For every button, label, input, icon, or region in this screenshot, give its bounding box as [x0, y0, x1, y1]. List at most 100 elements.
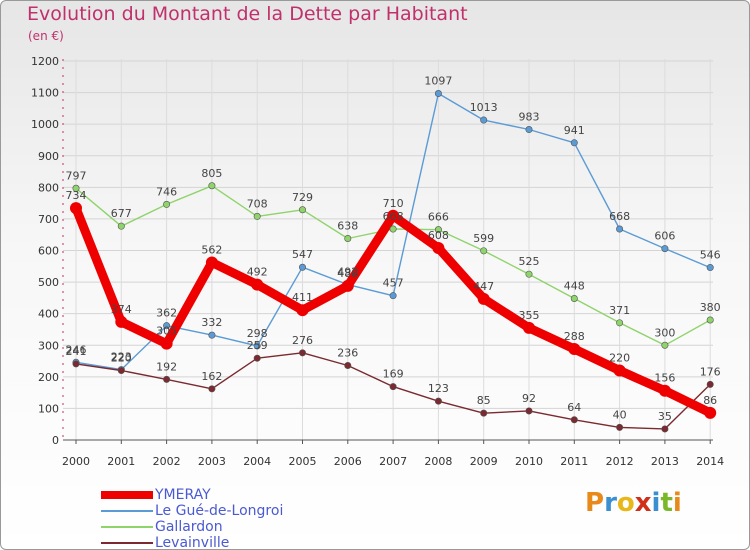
- y-tick-label: 800: [38, 181, 59, 194]
- data-label: 276: [292, 334, 313, 347]
- data-point: [704, 406, 717, 419]
- data-label: 599: [473, 232, 494, 245]
- data-label: 223: [111, 351, 132, 364]
- data-label: 797: [66, 169, 87, 182]
- data-label: 332: [201, 316, 222, 329]
- x-tick-label: 2004: [243, 455, 271, 468]
- legend-label: Gallardon: [155, 519, 223, 535]
- data-point: [387, 209, 400, 222]
- data-point: [72, 360, 80, 368]
- data-point: [163, 322, 171, 330]
- data-label: 362: [156, 307, 177, 320]
- data-label: 35: [658, 410, 672, 423]
- data-label: 525: [519, 255, 540, 268]
- data-point: [616, 319, 624, 327]
- data-label: 492: [247, 266, 268, 279]
- data-label: 380: [700, 301, 721, 314]
- data-point: [434, 226, 442, 234]
- data-point: [298, 263, 306, 271]
- y-tick-label: 700: [38, 213, 59, 226]
- data-label: 638: [337, 219, 358, 232]
- x-tick-label: 2013: [651, 455, 679, 468]
- logo-letter: x: [634, 488, 652, 518]
- data-point: [117, 222, 125, 230]
- data-point: [298, 206, 306, 214]
- data-label: 457: [383, 277, 404, 290]
- y-tick-label: 600: [38, 245, 59, 258]
- data-label: 546: [700, 249, 721, 262]
- data-point: [115, 315, 128, 328]
- legend-label: YMERAY: [155, 487, 211, 503]
- data-point: [480, 247, 488, 255]
- data-label: 708: [247, 197, 268, 210]
- y-tick-label: 0: [52, 434, 59, 447]
- data-label: 710: [383, 197, 404, 210]
- data-label: 668: [383, 210, 404, 223]
- data-label: 547: [292, 248, 313, 261]
- data-label: 220: [111, 352, 132, 365]
- data-label: 355: [519, 309, 540, 322]
- legend-label: Levainville: [155, 535, 230, 550]
- data-point: [298, 349, 306, 357]
- axes: [62, 59, 713, 444]
- data-point: [525, 270, 533, 278]
- data-point: [208, 385, 216, 393]
- data-label: 447: [473, 280, 494, 293]
- series-points: [70, 90, 717, 433]
- data-label: 411: [292, 291, 313, 304]
- data-label: 192: [156, 360, 177, 373]
- data-point: [208, 182, 216, 190]
- data-point: [389, 383, 397, 391]
- data-label: 85: [477, 394, 491, 407]
- data-point: [70, 202, 82, 215]
- legend-swatch: [101, 491, 153, 499]
- data-point: [523, 321, 535, 334]
- data-label: 64: [567, 401, 581, 414]
- data-label: 983: [519, 111, 540, 124]
- data-point: [344, 361, 352, 369]
- legend-label: Le Gué-de-Longroi: [155, 503, 284, 519]
- data-point: [706, 316, 714, 324]
- data-point: [616, 225, 624, 233]
- x-tick-label: 2014: [696, 455, 724, 468]
- data-point: [570, 295, 578, 303]
- data-label: 300: [654, 326, 675, 339]
- x-tick-label: 2009: [470, 455, 498, 468]
- logo-letter: i: [651, 488, 661, 518]
- x-tick-label: 2012: [606, 455, 634, 468]
- legend-swatch: [101, 510, 153, 512]
- data-label: 666: [428, 211, 449, 224]
- data-point: [613, 364, 626, 377]
- data-label: 734: [66, 189, 87, 202]
- data-point: [661, 245, 669, 253]
- logo-letter: t: [660, 488, 673, 518]
- y-tick-label: 300: [38, 339, 59, 352]
- data-point: [208, 331, 216, 339]
- data-point: [480, 116, 488, 124]
- x-tick-label: 2007: [379, 455, 407, 468]
- data-label: 805: [201, 167, 222, 180]
- data-point: [568, 343, 581, 356]
- data-label: 941: [564, 124, 585, 137]
- y-tick-label: 1100: [31, 87, 59, 100]
- data-label: 371: [609, 304, 630, 317]
- y-tick-label: 500: [38, 276, 59, 289]
- data-point: [389, 292, 397, 300]
- data-point: [253, 342, 261, 350]
- x-tick-label: 2000: [62, 455, 90, 468]
- data-label: 162: [201, 370, 222, 383]
- logo-letter: i: [672, 488, 682, 518]
- x-tick-label: 2006: [334, 455, 362, 468]
- x-tick-label: 2010: [515, 455, 543, 468]
- data-label: 677: [111, 207, 132, 220]
- x-tick-label: 2002: [153, 455, 181, 468]
- data-point: [253, 354, 261, 362]
- data-point: [616, 423, 624, 431]
- data-label: 288: [564, 330, 585, 343]
- logo-letter: r: [604, 488, 617, 518]
- data-label: 176: [700, 365, 721, 378]
- data-point: [706, 380, 714, 388]
- data-label: 305: [156, 325, 177, 338]
- logo-letter: P: [585, 488, 605, 518]
